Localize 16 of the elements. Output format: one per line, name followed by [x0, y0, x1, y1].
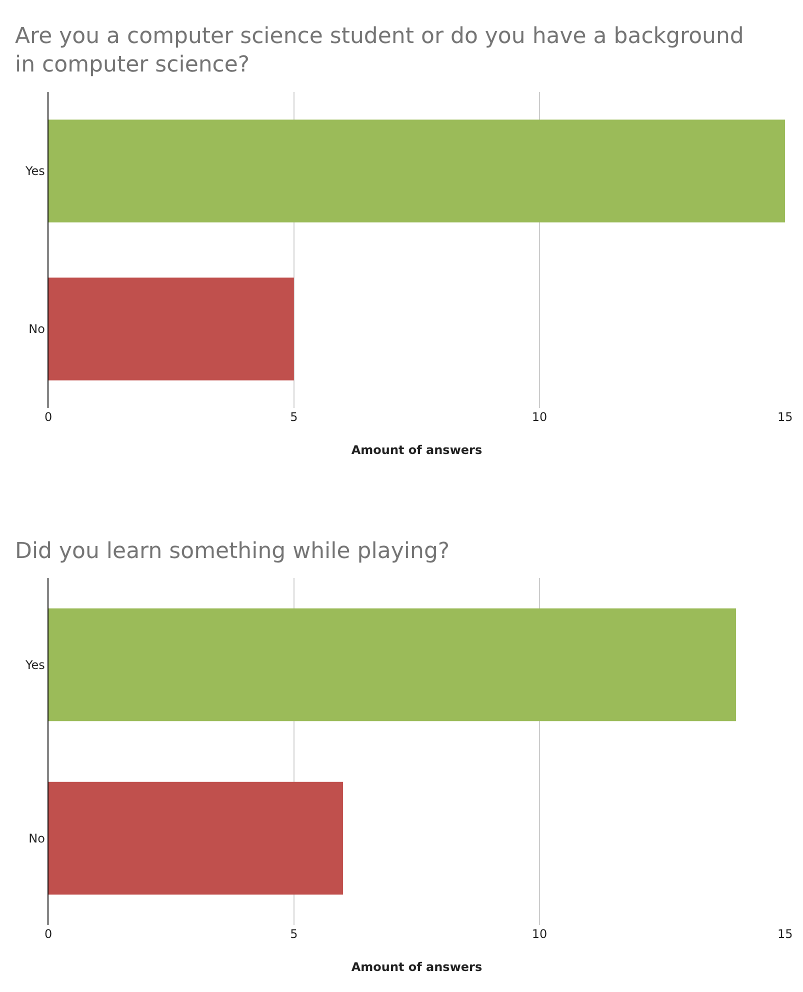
y-tick-label: Yes — [24, 658, 45, 672]
x-tick-label: 15 — [778, 927, 793, 941]
x-tick-label: 15 — [778, 410, 793, 424]
x-tick-label: 5 — [290, 410, 298, 424]
x-tick-label: 0 — [44, 410, 52, 424]
x-tick-label: 10 — [532, 927, 548, 941]
y-tick-label: No — [28, 322, 45, 336]
chart-title: Did you learn something while playing? — [15, 539, 450, 564]
x-tick-label: 10 — [532, 410, 548, 424]
y-tick-label: No — [28, 831, 45, 846]
x-tick-label: 0 — [44, 927, 52, 941]
x-tick-label: 5 — [290, 927, 298, 941]
x-axis-title: Amount of answers — [351, 960, 482, 974]
x-axis-title: Amount of answers — [351, 442, 482, 457]
chart-title: Are you a computer science student or do you have a background in computer science? — [15, 24, 744, 78]
y-tick-label: Yes — [24, 164, 45, 178]
